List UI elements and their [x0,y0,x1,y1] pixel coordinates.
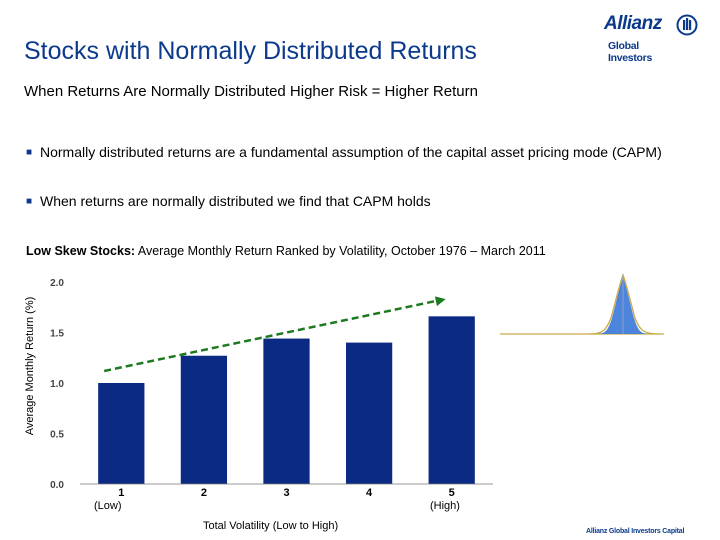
logo-subtitle: Global Investors [608,40,652,64]
x-low-label: (Low) [94,500,122,512]
y-tick-label: 1.5 [50,329,64,340]
bullet-square-icon: ■ [26,196,33,207]
bar-4 [345,342,393,484]
x-tick-label: 4 [366,487,373,499]
bullet-text: When returns are normally distributed we… [40,193,431,209]
x-axis-label: Total Volatility (Low to High) [203,520,339,532]
x-tick-label: 5 [449,487,455,499]
x-tick-label: 3 [283,487,289,499]
chart-caption: Low Skew Stocks: Average Monthly Return … [26,244,546,258]
chart-caption-rest: Average Monthly Return Ranked by Volatil… [135,244,546,258]
x-tick-label: 2 [201,487,207,499]
bullet-item: ■ Normally distributed returns are a fun… [26,143,666,162]
chart-caption-bold: Low Skew Stocks: [26,244,136,258]
allianz-eagle-icon [676,14,698,36]
bullet-square-icon: ■ [26,147,33,158]
y-tick-label: 1.0 [50,379,64,390]
bullet-text: Normally distributed returns are a funda… [40,144,662,160]
footer-brand: Allianz Global Investors Capital [586,528,685,535]
trend-arrow-head [434,296,446,307]
x-tick-label: 1 [118,487,124,499]
bar-2 [180,355,228,484]
trend-arrow-line [103,298,440,373]
page-title: Stocks with Normally Distributed Returns [24,37,477,65]
bar-5 [428,316,475,484]
logo-word: Allianz [604,13,662,34]
page-subtitle: When Returns Are Normally Distributed Hi… [24,83,478,100]
y-tick-label: 0.5 [50,430,64,441]
y-tick-label: 0.0 [50,480,64,491]
bar-3 [263,338,310,484]
bar-1 [98,383,145,484]
y-tick-label: 2.0 [50,278,64,289]
x-high-label: (High) [430,500,460,512]
distribution-thumbnail [500,273,664,335]
bullet-item: ■ When returns are normally distributed … [26,192,666,211]
